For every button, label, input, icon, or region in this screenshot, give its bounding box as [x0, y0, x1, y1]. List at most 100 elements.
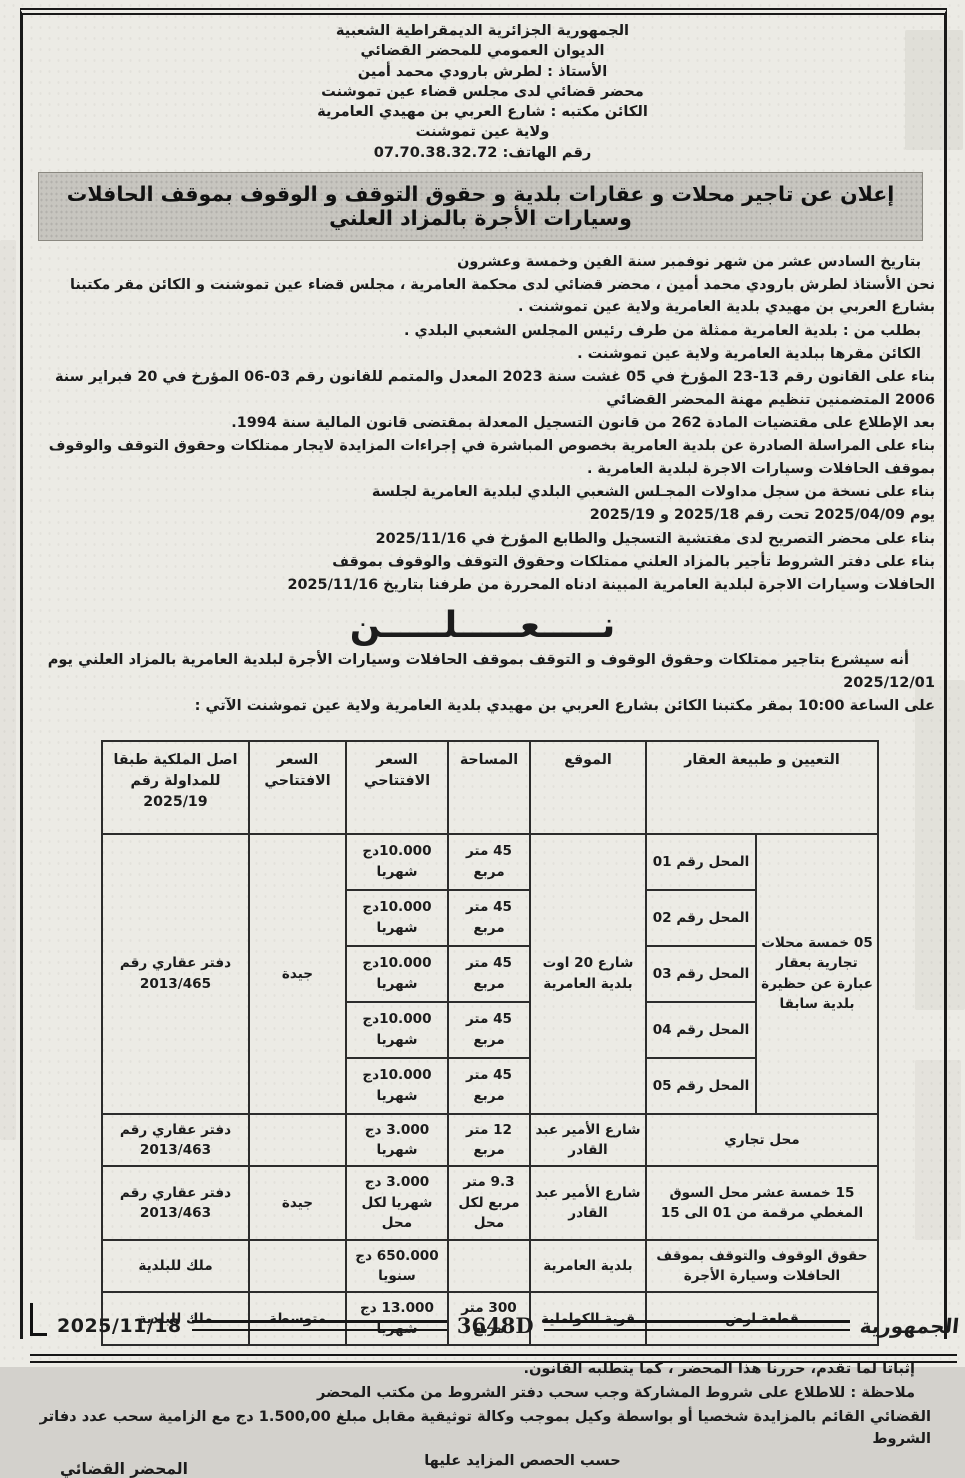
col-header-opening-price-2: السعر الافتتاحي [247, 739, 347, 835]
cell-price: 3.000 دج شهريا [344, 1112, 449, 1168]
cell-location: بلدية العامرية [528, 1238, 647, 1294]
cell-price: 10.000دج شهريا [344, 888, 449, 947]
cell-ownership-origin: دفتر عقاري رقم 2013/465 [100, 832, 250, 1115]
announcement-title: إعلان عن تاجير محلات و عقارات بلدية و حق… [66, 181, 895, 230]
cell-price: 10.000دج شهريا [344, 832, 449, 891]
cell-condition [247, 1238, 347, 1294]
cell-price: 13.000 دج شهريا [344, 1291, 449, 1347]
closing-line: القضائي القائم بالمزايدة شخصيا أو بواسطة… [39, 1408, 931, 1447]
scan-artifact [915, 680, 965, 1010]
footer-rule [543, 1320, 850, 1331]
auction-lots-table: التعيين و طبيعة العقار الموقع المساحة ال… [100, 739, 880, 1347]
footer: 2025/11/18 3648D الجمهورية [0, 1303, 965, 1363]
cell-area: 45 متر مربع [446, 944, 531, 1003]
cell-shop-label: المحل رقم 03 [644, 944, 758, 1003]
cell-shop-label: المحل رقم 01 [644, 832, 758, 891]
preamble-line: بناء على القانون رقم ⁦23-13⁩ المؤرخ في 0… [55, 369, 935, 408]
cell-area [446, 1238, 531, 1294]
preamble-line: بطلب من : بلدية العامرية ممثلة من طرف رئ… [403, 322, 921, 339]
footer-bottom-rule [30, 1354, 957, 1363]
letterhead-line-court: محضر قضائي لدى مجلس قضاء عين تموشنت [321, 82, 644, 100]
announcement-title-banner: إعلان عن تاجير محلات و عقارات بلدية و حق… [38, 171, 923, 241]
letterhead: الجمهورية الجزائرية الديمقراطية الشعبية … [24, 12, 941, 162]
letterhead-line-phone: رقم الهاتف: 07.70.38.32.72 [373, 143, 592, 161]
preamble: بتاريخ السادس عشر من شهر نوفمبر سنة الفي… [34, 251, 935, 597]
document-frame [20, 8, 947, 1339]
cell-area: 45 متر مربع [446, 1000, 531, 1059]
preamble-line: نحن الأستاذ لطرش بارودي محمد أمين ، محضر… [69, 277, 935, 316]
document-content: الجمهورية الجزائرية الديمقراطية الشعبية … [24, 12, 941, 1478]
announce-line: أنه سيشرع بتاجير ممتلكات وحقوق الوقوف و … [47, 650, 935, 692]
footer-row: 2025/11/18 3648D الجمهورية [0, 1303, 965, 1338]
we-announce-heading: نـــــعـــــلـــــن [349, 604, 616, 646]
cell-ownership-origin: دفتر عقاري رقم 2013/463 [100, 1165, 250, 1241]
preamble-line: بتاريخ السادس عشر من شهر نوفمبر سنة الفي… [457, 253, 921, 270]
preamble-line: الكائن مقرها ببلدية العامرية ولاية عين ت… [577, 346, 921, 363]
letterhead-line-bailiff-name: الأستاذ : لطرش بارودي محمد أمين [357, 62, 608, 80]
cell-condition [247, 1112, 347, 1168]
cell-area: 9.3 متر مربع لكل محل [446, 1165, 531, 1241]
cell-designation: حقوق الوقوف والتوقف بموقف الحافلات وسيار… [644, 1238, 880, 1294]
newspaper-logo: الجمهورية [858, 1313, 961, 1338]
announce-paragraph: أنه سيشرع بتاجير ممتلكات وحقوق الوقوف و … [24, 648, 941, 718]
cell-shop-label: المحل رقم 02 [644, 888, 758, 947]
cell-shop-label: المحل رقم 04 [644, 1000, 758, 1059]
cell-designation: قطعة ارض [644, 1291, 880, 1347]
cell-condition: جيدة [247, 832, 347, 1115]
cell-price: 3.000 دج شهريا لكل محل [344, 1165, 449, 1241]
letterhead-line-address: الكائن مكتبه : شارع العربي بن مهيدي العا… [317, 103, 648, 120]
announce-line: على الساعة 10:00 بمقر مكتبنا الكائن بشار… [194, 697, 935, 715]
col-header-opening-price: السعر الافتتاحي [344, 739, 449, 835]
table-row: المحل رقم 05 45 متر مربع 10.000دج شهريا [102, 1056, 878, 1115]
preamble-line: بناء على المراسلة الصادرة عن بلدية العام… [48, 438, 935, 477]
preamble-line: بناء على نسخة من سجل مداولات المجـلس الش… [371, 484, 935, 501]
closing-last-line: حسب الحصص المزايد عليها المحضر القضائي [34, 1452, 931, 1478]
table-row: قطعة ارض قرية الكواملية 300 متر مربع 13.… [100, 1291, 880, 1347]
cell-area: 45 متر مربع [446, 832, 531, 891]
letterhead-line-wilaya: ولاية عين تموشنت [415, 123, 550, 141]
table-row: 05 خمسة محلات تجارية بعقار عبارة عن حظير… [100, 832, 879, 1115]
note-text: للاطلاع على شروط المشاركة وجب سحب دفتر ا… [317, 1384, 851, 1402]
preamble-line: يوم 2025/04/09 تحت رقم 2025/18 و 2025/19 [589, 507, 935, 524]
note-label: ملاحظة : [850, 1384, 915, 1402]
col-header-designation: التعيين و طبيعة العقار [644, 739, 880, 835]
closing-block: إثباتا لما تقدم، حررنا هذا المحضر ، كما … [34, 1358, 931, 1478]
table-row: حقوق الوقوف والتوقف بموقف الحافلات وسيار… [100, 1238, 880, 1294]
cell-area: 45 متر مربع [446, 888, 531, 947]
letterhead-line-office: الديوان العمومي للمحضر القضائي [360, 42, 605, 60]
footer-rule [191, 1320, 447, 1331]
cell-condition: جيدة [247, 1165, 347, 1241]
cell-area: 300 متر مربع [446, 1291, 531, 1347]
cell-group-description: 05 خمسة محلات تجارية بعقار عبارة عن حظير… [755, 832, 879, 1115]
cell-designation: محل تجاري [644, 1112, 880, 1168]
cell-price: 10.000دج شهريا [344, 1056, 449, 1115]
table-row: المحل رقم 02 45 متر مربع 10.000دج شهريا [102, 888, 878, 947]
col-header-area: المساحة [446, 739, 531, 835]
table-row: 15 خمسة عشر محل السوق المغطي مرقمة من 01… [100, 1165, 880, 1241]
cell-location: شارع الأمير عبد القادر [528, 1112, 647, 1168]
frame-corner-mark [30, 1303, 47, 1336]
cell-ownership-origin: ملك للبلدية [100, 1238, 250, 1294]
cell-price: 10.000دج شهريا [344, 944, 449, 1003]
col-header-location: الموقع [528, 739, 647, 835]
cell-ownership-origin: ملك للبلدية [100, 1291, 250, 1347]
preamble-line: بعد الإطلاع على مقتضيات المادة 262 من قا… [231, 415, 935, 432]
table-header-row: التعيين و طبيعة العقار الموقع المساحة ال… [100, 739, 880, 835]
cell-ownership-origin: دفتر عقاري رقم 2013/463 [100, 1112, 250, 1168]
cell-area: 45 متر مربع [446, 1056, 531, 1115]
preamble-line: الحافلات وسيارات الاجرة لبلدية العامرية … [287, 577, 935, 594]
cell-shop-label: المحل رقم 05 [644, 1056, 758, 1115]
scan-artifact [0, 240, 16, 1140]
ad-reference-number: 3648D [456, 1313, 534, 1338]
letterhead-line-republic: الجمهورية الجزائرية الديمقراطية الشعبية [335, 22, 630, 39]
cell-price: 650.000 دج سنويا [344, 1238, 449, 1294]
cell-location: شارع 20 اوت بلدية العامرية [528, 832, 647, 1115]
table-row: المحل رقم 03 45 متر مربع 10.000دج شهريا [102, 944, 878, 1003]
preamble-line: بناء على دفتر الشروط تأجير بالمزاد العلن… [332, 554, 935, 571]
scan-artifact [905, 30, 963, 150]
publication-date: 2025/11/18 [57, 1314, 182, 1337]
preamble-line: بناء على محضر التصريح لدى مفتشية التسجيل… [375, 530, 935, 547]
closing-note-line: ملاحظة : للاطلاع على شروط المشاركة وجب س… [34, 1382, 915, 1404]
table-row: محل تجاري شارع الأمير عبد القادر 12 متر … [100, 1112, 880, 1168]
